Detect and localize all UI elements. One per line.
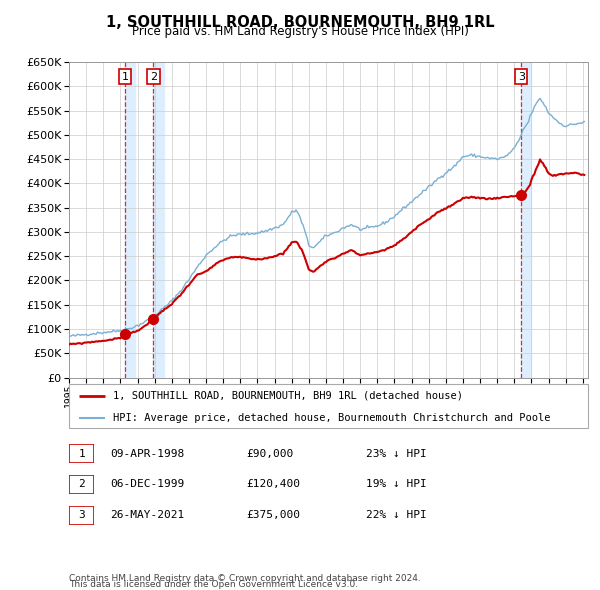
Text: 26-MAY-2021: 26-MAY-2021: [110, 510, 184, 520]
Text: 09-APR-1998: 09-APR-1998: [110, 449, 184, 458]
Text: 3: 3: [518, 71, 524, 81]
Text: 1: 1: [122, 71, 128, 81]
Text: 19% ↓ HPI: 19% ↓ HPI: [366, 480, 427, 489]
FancyBboxPatch shape: [69, 384, 588, 428]
Text: 2: 2: [150, 71, 157, 81]
Text: HPI: Average price, detached house, Bournemouth Christchurch and Poole: HPI: Average price, detached house, Bour…: [113, 413, 551, 423]
FancyBboxPatch shape: [69, 444, 94, 463]
FancyBboxPatch shape: [69, 475, 94, 494]
Text: £120,400: £120,400: [246, 480, 300, 489]
Text: 22% ↓ HPI: 22% ↓ HPI: [366, 510, 427, 520]
Text: 2: 2: [78, 480, 85, 489]
Text: £375,000: £375,000: [246, 510, 300, 520]
Bar: [125, 62, 135, 378]
Text: 23% ↓ HPI: 23% ↓ HPI: [366, 449, 427, 458]
Text: 06-DEC-1999: 06-DEC-1999: [110, 480, 184, 489]
Text: 1: 1: [78, 449, 85, 458]
Text: 3: 3: [78, 510, 85, 520]
Text: £90,000: £90,000: [246, 449, 293, 458]
Text: 1, SOUTHHILL ROAD, BOURNEMOUTH, BH9 1RL (detached house): 1, SOUTHHILL ROAD, BOURNEMOUTH, BH9 1RL …: [113, 391, 463, 401]
Text: Contains HM Land Registry data © Crown copyright and database right 2024.: Contains HM Land Registry data © Crown c…: [69, 574, 421, 583]
Text: This data is licensed under the Open Government Licence v3.0.: This data is licensed under the Open Gov…: [69, 581, 358, 589]
FancyBboxPatch shape: [69, 506, 94, 525]
Bar: [153, 62, 164, 378]
Text: 1, SOUTHHILL ROAD, BOURNEMOUTH, BH9 1RL: 1, SOUTHHILL ROAD, BOURNEMOUTH, BH9 1RL: [106, 15, 494, 30]
Bar: [521, 62, 532, 378]
Text: Price paid vs. HM Land Registry's House Price Index (HPI): Price paid vs. HM Land Registry's House …: [131, 25, 469, 38]
